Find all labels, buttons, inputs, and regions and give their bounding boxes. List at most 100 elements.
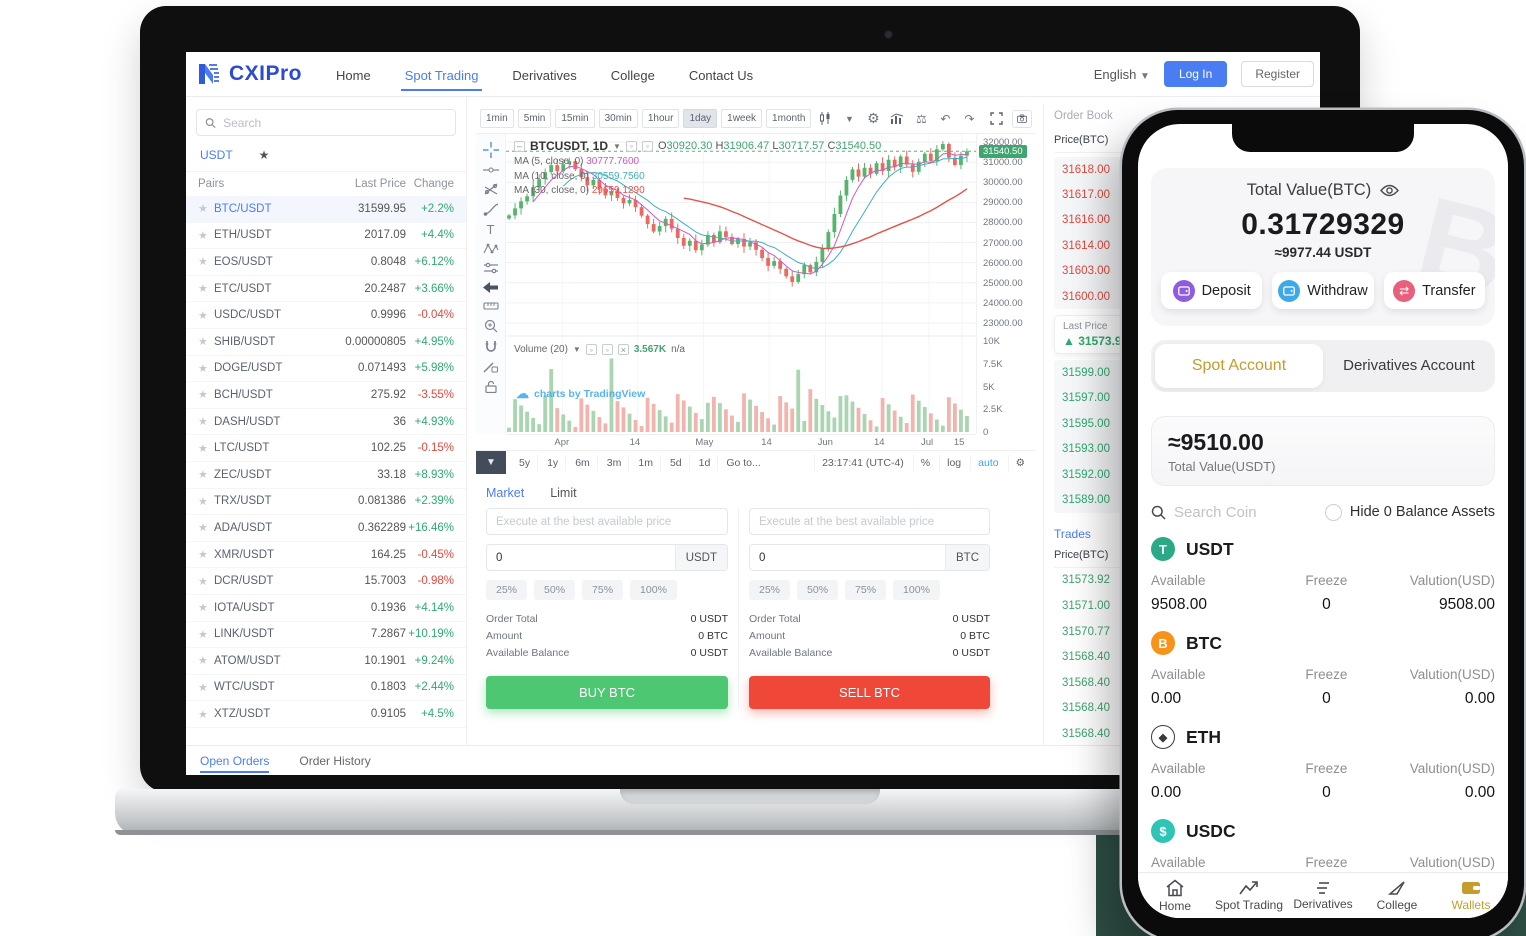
bid-price-row[interactable]: 31599.00 <box>1062 367 1110 380</box>
percent-button[interactable]: 50% <box>797 580 839 600</box>
nav-home[interactable]: Home <box>1138 873 1212 918</box>
chevron-down-icon[interactable]: ▼ <box>844 113 854 124</box>
bid-price-row[interactable]: 31595.00 <box>1062 417 1110 430</box>
time-axis[interactable]: Apr 14 May 14 Jun 14 Jul 15 <box>506 434 976 450</box>
sell-price-input[interactable] <box>750 515 989 528</box>
crosshair-icon[interactable] <box>482 142 499 158</box>
collapse-chevron-button[interactable]: ▼ <box>476 451 506 474</box>
pair-row[interactable]: ★ DCR/USDT 15.7003 -0.98% <box>186 568 466 595</box>
star-icon[interactable]: ★ <box>198 309 208 322</box>
fullscreen-icon[interactable] <box>986 110 1006 128</box>
buy-price-input[interactable] <box>487 515 727 528</box>
pair-row[interactable]: ★ ETH/USDT 2017.09 +4.4% <box>186 223 466 250</box>
range-button[interactable]: 5y <box>512 454 539 471</box>
asset-row[interactable]: ◆ ETH Available Freeze Valution(USD) 0.0… <box>1151 720 1495 805</box>
star-icon[interactable]: ★ <box>198 362 208 375</box>
range-button[interactable]: 3m <box>600 454 630 471</box>
percent-button[interactable]: 25% <box>486 580 528 600</box>
sell-amount-input[interactable] <box>750 551 945 564</box>
favorites-star-icon[interactable]: ★ <box>258 148 270 162</box>
ask-price-row[interactable]: 31617.00 <box>1062 189 1110 202</box>
pair-row[interactable]: ★ DOGE/USDT 0.071493 +5.98% <box>186 356 466 383</box>
percent-scale-button[interactable]: % <box>912 454 937 471</box>
redo-icon[interactable]: ↷ <box>964 111 975 126</box>
star-icon[interactable]: ★ <box>198 389 208 402</box>
star-icon[interactable]: ★ <box>198 549 208 562</box>
ask-price-row[interactable]: 31616.00 <box>1062 214 1110 227</box>
nav-link[interactable]: College <box>610 67 655 83</box>
zoom-in-icon[interactable] <box>484 319 498 333</box>
unlock-icon[interactable] <box>484 380 497 393</box>
range-button[interactable]: 1d <box>692 454 719 471</box>
candle-style-icon[interactable] <box>815 110 835 128</box>
orders-tab[interactable]: Open Orders <box>200 747 270 775</box>
nav-derivatives[interactable]: Derivatives <box>1286 873 1360 918</box>
nav-college[interactable]: College <box>1360 873 1434 918</box>
pair-row[interactable]: ★ EOS/USDT 0.8048 +6.12% <box>186 249 466 276</box>
price-axis[interactable]: 31540.50 32000.00 31000.00 30000.00 29000.0… <box>976 134 1036 438</box>
pair-row[interactable]: ★ XMR/USDT 164.25 -0.45% <box>186 542 466 569</box>
percent-button[interactable]: 75% <box>845 580 887 600</box>
range-button[interactable]: 5d <box>663 454 690 471</box>
transfer-button[interactable]: ⇄ Transfer <box>1383 272 1485 309</box>
nav-link[interactable]: Derivatives <box>512 67 577 83</box>
brush-icon[interactable] <box>483 203 498 216</box>
timeframe-button[interactable]: 1hour <box>641 109 680 128</box>
star-icon[interactable]: ★ <box>198 229 208 242</box>
pair-row[interactable]: ★ IOTA/USDT 0.1936 +4.14% <box>186 595 466 622</box>
percent-button[interactable]: 100% <box>893 580 940 600</box>
compare-scales-icon[interactable]: ⚖ <box>916 111 927 126</box>
star-icon[interactable]: ★ <box>198 681 208 694</box>
ask-price-row[interactable]: 31614.00 <box>1062 239 1110 252</box>
star-icon[interactable]: ★ <box>198 203 208 216</box>
star-icon[interactable]: ★ <box>198 628 208 641</box>
pair-row[interactable]: ★ DASH/USDT 36 +4.93% <box>186 409 466 436</box>
login-button[interactable]: Log In <box>1163 61 1228 87</box>
range-button[interactable]: 1m <box>631 454 661 471</box>
nav-link[interactable]: Spot Trading <box>400 54 483 95</box>
ask-price-row[interactable]: 31618.00 <box>1062 163 1110 176</box>
timeframe-button[interactable]: 1month <box>766 109 812 128</box>
star-icon[interactable]: ★ <box>198 522 208 535</box>
drawing-lock-icon[interactable] <box>483 360 498 373</box>
coin-search[interactable] <box>1151 503 1325 521</box>
pair-row[interactable]: ★ WTC/USDT 0.1803 +2.44% <box>186 675 466 702</box>
eye-icon[interactable] <box>1380 184 1400 197</box>
timeframe-button[interactable]: 1week <box>721 109 763 128</box>
star-icon[interactable]: ★ <box>198 602 208 615</box>
star-icon[interactable]: ★ <box>198 708 208 721</box>
brand-logo[interactable]: CXIPro <box>196 61 302 87</box>
axis-settings-gear-icon[interactable]: ⚙ <box>1007 454 1032 471</box>
indicators-icon[interactable] <box>887 110 907 128</box>
candlestick-chart[interactable]: – BTCUSDT, 1D ▼ ◦ ◦ O30920.30 H31906.47 … <box>506 134 976 434</box>
trades-tab[interactable]: Trades <box>1054 526 1091 541</box>
timeframe-button[interactable]: 15min <box>555 109 595 128</box>
order-type-tab[interactable]: Limit <box>550 486 577 500</box>
timeframe-button[interactable]: 1min <box>480 109 514 128</box>
buy-button[interactable]: BUY BTC <box>486 676 728 709</box>
ask-price-row[interactable]: 31600.00 <box>1062 290 1110 303</box>
star-icon[interactable]: ★ <box>198 655 208 668</box>
coin-search-input[interactable] <box>1174 503 1294 521</box>
star-icon[interactable]: ★ <box>198 575 208 588</box>
star-icon[interactable]: ★ <box>198 469 208 482</box>
deposit-button[interactable]: Deposit <box>1161 272 1263 309</box>
pair-row[interactable]: ★ ZEC/USDT 33.18 +8.93% <box>186 462 466 489</box>
tab-spot-account[interactable]: Spot Account <box>1155 344 1323 388</box>
text-tool-icon[interactable]: T <box>486 222 495 237</box>
percent-button[interactable]: 75% <box>582 580 624 600</box>
undo-icon[interactable]: ↶ <box>940 111 951 126</box>
bid-price-row[interactable]: 31589.00 <box>1062 493 1110 506</box>
search-input[interactable] <box>223 115 447 130</box>
nav-spot-trading[interactable]: Spot Trading <box>1212 873 1286 918</box>
trend-line-icon[interactable] <box>482 165 499 175</box>
pair-row[interactable]: ★ TRX/USDT 0.081386 +2.39% <box>186 489 466 516</box>
star-icon[interactable]: ★ <box>198 336 208 349</box>
sell-button[interactable]: SELL BTC <box>749 676 990 709</box>
star-icon[interactable]: ★ <box>198 256 208 269</box>
prediction-tool-icon[interactable] <box>483 262 499 275</box>
bid-price-row[interactable]: 31592.00 <box>1062 468 1110 481</box>
log-scale-button[interactable]: log <box>939 454 968 471</box>
register-button[interactable]: Register <box>1241 61 1314 87</box>
magnet-icon[interactable] <box>484 340 498 353</box>
